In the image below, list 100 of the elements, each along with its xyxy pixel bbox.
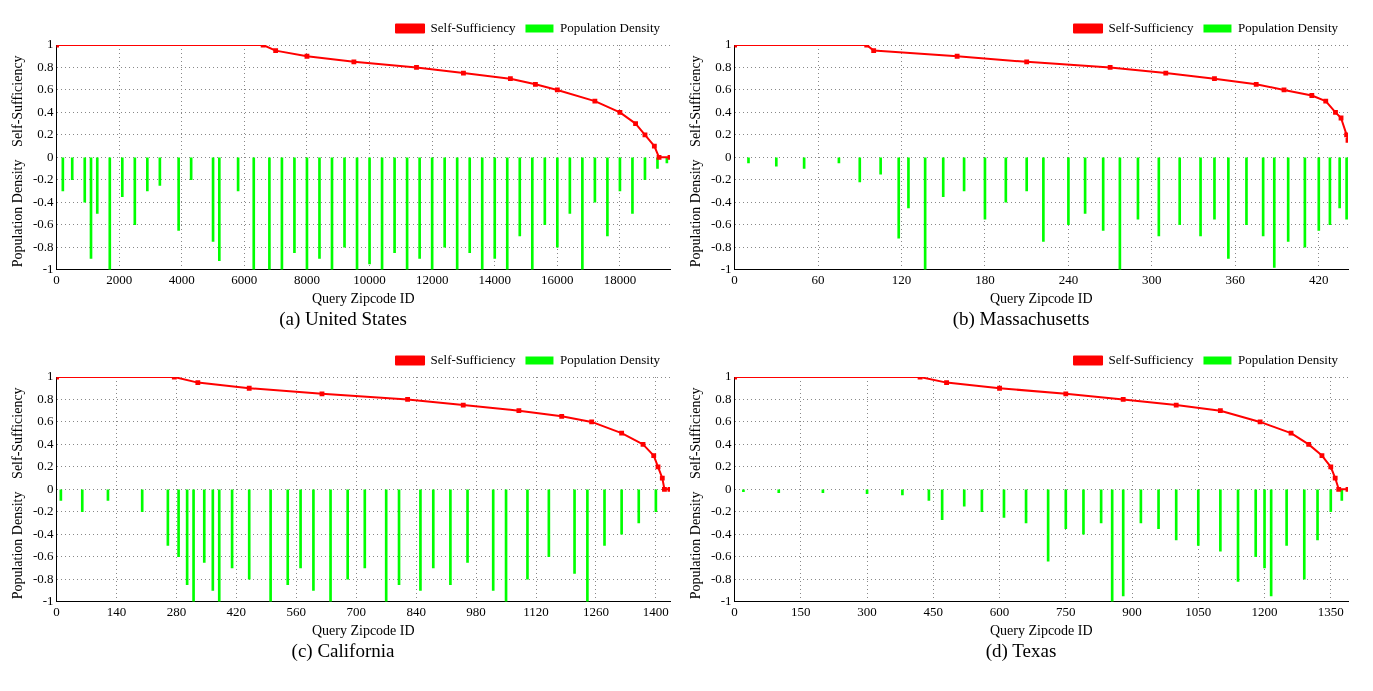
text: (d) Texas (984, 640, 1058, 663)
text: Population Density (10, 491, 26, 600)
point (1163, 70, 1169, 76)
y-tick-label: -0.2 (710, 171, 732, 187)
y-tick-label: -0.6 (32, 548, 55, 564)
x-tick-label: 280 (166, 603, 187, 619)
point (507, 76, 513, 82)
point (1309, 93, 1315, 98)
x-tick-label: 240 (1058, 271, 1079, 287)
x-axis-title: Query Zipcode ID (311, 623, 415, 639)
y-tick-label: 1 (725, 36, 732, 52)
y-tick-label: 0.4 (715, 103, 733, 119)
legend-label: Population Density (559, 19, 661, 35)
point (640, 441, 646, 447)
point (1212, 76, 1217, 82)
y-tick-label: 0 (47, 148, 54, 164)
y-tick-label: 1 (725, 368, 732, 384)
y-tick-label: -0.4 (710, 193, 733, 209)
point (655, 464, 661, 470)
text: (c) California (290, 640, 396, 663)
x-tick-label: 560 (286, 603, 307, 619)
point (1323, 98, 1329, 104)
x-tick-label: 900 (1122, 603, 1142, 619)
y-tick-label: 0.6 (715, 81, 733, 97)
y-tick-label: -1 (720, 261, 732, 277)
point (246, 385, 252, 391)
point (954, 53, 960, 59)
point (405, 397, 411, 402)
y-tick-label: 0 (47, 480, 54, 496)
legend-label: Self-Sufficiency (1108, 351, 1194, 367)
legend-label: Population Density (559, 351, 661, 367)
text: (b) Massachusetts (951, 308, 1091, 331)
y-tick-label: 1 (47, 368, 54, 384)
point (273, 48, 279, 54)
point (1257, 419, 1263, 425)
point (659, 475, 665, 481)
x-tick-label: 60 (811, 271, 825, 287)
point (651, 453, 657, 459)
x-tick-label: 1350 (1317, 603, 1344, 619)
point (559, 413, 565, 419)
y-tick-label: -0.2 (32, 171, 54, 187)
point (589, 419, 595, 425)
y-tick-label: -0.8 (710, 238, 732, 254)
x-axis-title: Query Zipcode ID (989, 291, 1093, 307)
point (617, 109, 623, 115)
x-axis-title: Query Zipcode ID (311, 291, 415, 307)
x-tick-label: 420 (226, 603, 247, 619)
y-tick-label: 0 (725, 148, 732, 164)
x-axis-title: Query Zipcode ID (989, 623, 1093, 639)
x-tick-label: 750 (1056, 603, 1076, 619)
x-tick-label: 140 (106, 603, 127, 619)
x-tick-label: 600 (989, 603, 1010, 619)
legend-label: Self-Sufficiency (430, 19, 516, 35)
x-tick-label: 1120 (523, 603, 549, 619)
point (1063, 391, 1069, 397)
y-tick-label: 0.4 (37, 103, 55, 119)
y-tick-label: 0.6 (37, 413, 55, 429)
x-tick-label: 420 (1309, 271, 1329, 287)
point (1319, 453, 1325, 459)
y-axis-title: Self-Sufficiency (10, 55, 26, 147)
y-tick-label: 0.4 (715, 435, 733, 451)
point (656, 154, 662, 160)
point (592, 98, 598, 104)
y-tick-label: 0.4 (37, 435, 55, 451)
point (461, 70, 466, 76)
x-tick-label: 6000 (231, 271, 258, 287)
x-tick-label: 1260 (582, 603, 609, 619)
x-tick-label: 700 (346, 603, 366, 619)
x-tick-label: 16000 (541, 271, 574, 287)
y-tick-label: 0.2 (715, 126, 732, 142)
point (1336, 486, 1342, 492)
point (319, 391, 325, 397)
y-axis-title: Self-Sufficiency (10, 387, 26, 479)
x-tick-label: 840 (406, 603, 426, 619)
x-tick-label: 180 (975, 271, 995, 287)
y-tick-label: 0.8 (715, 390, 732, 406)
x-tick-label: 14000 (478, 271, 511, 287)
y-tick-label: -0.6 (710, 216, 733, 232)
x-tick-label: 300 (1142, 271, 1162, 287)
point (1333, 109, 1338, 115)
x-tick-label: 360 (1225, 271, 1246, 287)
x-tick-label: 1200 (1251, 603, 1278, 619)
y-tick-label: -0.4 (32, 193, 55, 209)
x-tick-label: 4000 (168, 271, 195, 287)
text: (a) United States (278, 308, 408, 331)
y-tick-label: 1 (47, 36, 54, 52)
y-tick-label: 0.6 (37, 81, 55, 97)
y-tick-label: -0.4 (32, 525, 55, 541)
point (351, 59, 357, 65)
y-tick-label: -0.6 (710, 548, 733, 564)
x-tick-label: 150 (791, 603, 811, 619)
point (1120, 397, 1126, 402)
y-tick-label: -0.8 (32, 570, 54, 586)
point (1328, 464, 1334, 470)
legend-label: Self-Sufficiency (1108, 19, 1194, 35)
y-tick-label: -1 (42, 261, 54, 277)
y-axis-title: Self-Sufficiency (688, 387, 704, 479)
y-tick-label: 0.6 (715, 413, 733, 429)
y-tick-label: 0 (725, 480, 732, 496)
x-tick-label: 12000 (415, 271, 449, 287)
